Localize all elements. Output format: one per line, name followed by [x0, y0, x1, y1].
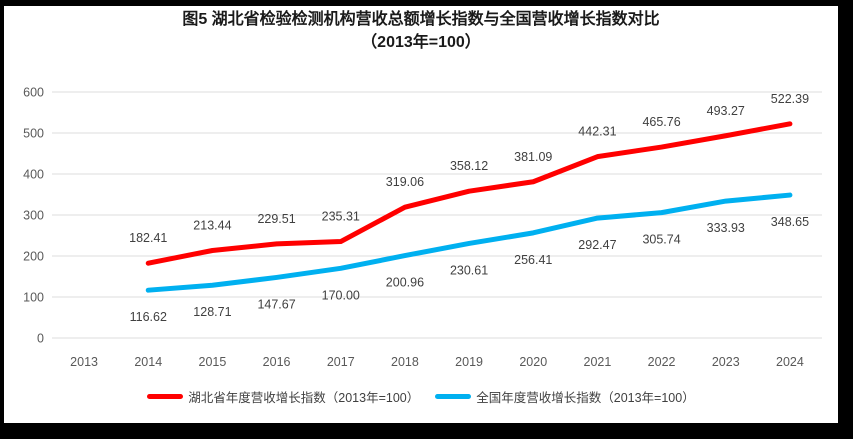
y-axis-tick-label: 600	[23, 86, 44, 100]
data-label-series-0: 381.09	[514, 150, 552, 164]
hubei-series-label: 湖北省年度营收增长指数（2013年=100）	[188, 391, 420, 405]
data-label-series-1: 256.41	[514, 253, 552, 267]
x-axis-tick-label: 2021	[584, 355, 612, 369]
y-axis-tick-label: 400	[23, 168, 44, 182]
data-label-series-1: 128.71	[193, 305, 231, 319]
national-series-label: 全国年度营收增长指数（2013年=100）	[476, 391, 695, 405]
y-axis-tick-label: 200	[23, 250, 44, 264]
data-label-series-0: 213.44	[193, 218, 231, 232]
x-axis-tick-label: 2022	[648, 355, 676, 369]
national-series-swatch	[435, 394, 472, 399]
y-axis-tick-label: 300	[23, 209, 44, 223]
y-axis-tick-label: 0	[37, 332, 44, 346]
y-axis-tick-label: 100	[23, 291, 44, 305]
data-label-series-1: 170.00	[322, 288, 360, 302]
x-axis-tick-label: 2020	[519, 355, 547, 369]
data-label-series-0: 493.27	[707, 104, 745, 118]
chart-title: 图5 湖北省检验检测机构营收总额增长指数与全国营收增长指数对比 （2013年=1…	[4, 8, 838, 54]
series-line-1	[145, 192, 793, 293]
x-axis-tick-label: 2017	[327, 355, 355, 369]
data-label-series-1: 116.62	[130, 310, 167, 324]
data-label-series-0: 358.12	[450, 159, 488, 173]
data-label-series-1: 333.93	[707, 221, 745, 235]
series-line-0	[145, 121, 793, 266]
data-label-series-0: 229.51	[257, 212, 295, 226]
hubei-series-swatch	[147, 394, 184, 399]
x-axis-tick-label: 2023	[712, 355, 740, 369]
data-label-series-0: 235.31	[322, 210, 360, 224]
x-axis-tick-label: 2019	[455, 355, 483, 369]
data-label-series-0: 319.06	[386, 175, 424, 189]
data-label-series-0: 465.76	[642, 115, 680, 129]
data-label-series-1: 292.47	[578, 238, 616, 252]
x-axis-tick-label: 2016	[263, 355, 291, 369]
x-axis-tick-label: 2024	[776, 355, 804, 369]
data-label-series-1: 230.61	[450, 263, 488, 277]
line-chart-canvas: 0 100 200 300 400 500 600 2013 2014 2015 2016 2017 2…	[23, 86, 822, 369]
chart-area: 图5 湖北省检验检测机构营收总额增长指数与全国营收增长指数对比 （2013年=1…	[4, 6, 838, 423]
y-axis-tick-label: 500	[23, 127, 44, 141]
data-label-series-1: 348.65	[771, 215, 809, 229]
data-label-series-1: 147.67	[257, 297, 295, 311]
data-label-series-0: 442.31	[578, 125, 616, 139]
legend-item-hubei: 湖北省年度营收增长指数（2013年=100）	[147, 387, 419, 406]
data-label-series-1: 305.74	[642, 233, 680, 247]
chart-title-line1: 图5 湖北省检验检测机构营收总额增长指数与全国营收增长指数对比	[182, 11, 660, 28]
data-label-series-0: 522.39	[771, 92, 809, 106]
chart-legend: 湖北省年度营收增长指数（2013年=100） 全国年度营收增长指数（2013年=…	[4, 387, 838, 406]
x-axis-tick-label: 2018	[391, 355, 419, 369]
x-axis-tick-label: 2015	[199, 355, 227, 369]
x-axis-tick-label: 2013	[70, 355, 98, 369]
data-label-series-1: 200.96	[386, 276, 424, 290]
chart-title-line2: （2013年=100）	[361, 34, 481, 51]
data-label-series-0: 182.41	[129, 231, 167, 245]
x-axis-tick-label: 2014	[134, 355, 162, 369]
legend-item-national: 全国年度营收增长指数（2013年=100）	[435, 387, 695, 406]
